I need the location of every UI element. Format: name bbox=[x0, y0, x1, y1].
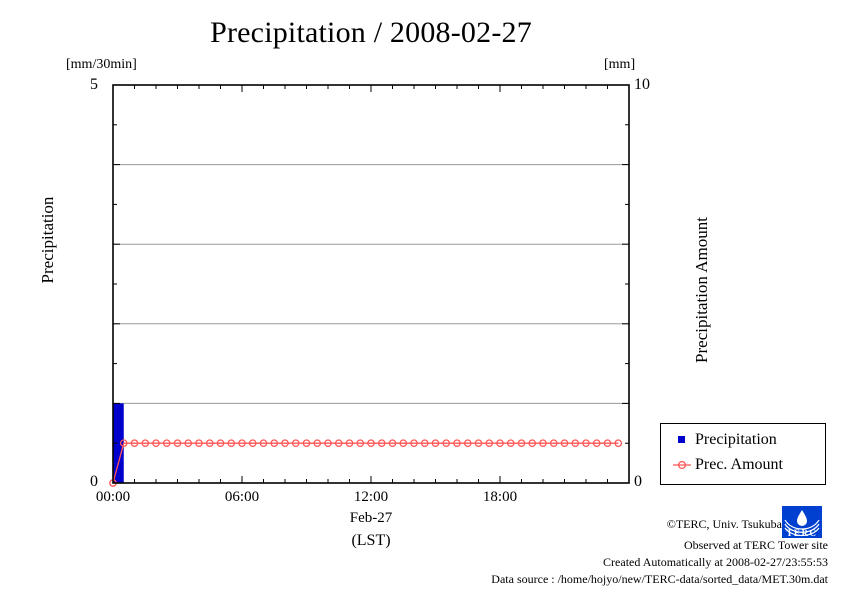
x-axis-tick-label: 00:00 bbox=[95, 489, 131, 505]
x-axis-tick-label: 12:00 bbox=[353, 489, 389, 505]
x-axis-date-label: Feb-27 bbox=[349, 510, 393, 526]
data-point-prec-amount bbox=[463, 439, 472, 448]
bar-precipitation bbox=[113, 403, 124, 483]
data-point-prec-amount bbox=[302, 439, 311, 448]
legend-square-icon bbox=[671, 432, 693, 448]
data-point-prec-amount bbox=[453, 439, 461, 448]
left-axis-tick-max: 5 bbox=[90, 76, 98, 93]
legend-item-prec-amount: Prec. Amount bbox=[671, 453, 783, 477]
data-point-prec-amount bbox=[560, 439, 569, 448]
right-axis-tick-max: 10 bbox=[634, 76, 650, 93]
x-axis-tick-label: 18:00 bbox=[482, 489, 518, 505]
data-point-prec-amount bbox=[281, 439, 289, 448]
x-axis-tick-label: 06:00 bbox=[224, 489, 260, 505]
data-point-prec-amount bbox=[119, 439, 128, 448]
data-point-prec-amount bbox=[571, 439, 580, 448]
data-point-prec-amount bbox=[313, 439, 322, 448]
data-point-prec-amount bbox=[162, 439, 171, 448]
data-point-prec-amount bbox=[130, 439, 139, 448]
data-point-prec-amount bbox=[184, 439, 193, 448]
data-point-prec-amount bbox=[528, 439, 537, 448]
right-axis-unit: [mm] bbox=[604, 57, 636, 72]
data-point-prec-amount bbox=[474, 439, 483, 448]
data-point-prec-amount bbox=[603, 439, 612, 448]
left-axis-tick-min: 0 bbox=[90, 473, 98, 490]
data-point-prec-amount bbox=[496, 439, 504, 448]
line-prec-amount bbox=[112, 442, 619, 484]
data-point-prec-amount bbox=[259, 439, 268, 448]
data-point-prec-amount bbox=[238, 439, 246, 448]
data-point-prec-amount bbox=[141, 439, 150, 448]
data-point-prec-amount bbox=[216, 439, 225, 448]
data-point-prec-amount bbox=[367, 439, 375, 448]
data-point-prec-amount bbox=[227, 439, 236, 448]
data-point-prec-amount bbox=[291, 439, 300, 448]
data-point-prec-amount bbox=[431, 439, 440, 448]
data-point-prec-amount bbox=[506, 439, 515, 448]
data-point-prec-amount bbox=[539, 439, 547, 448]
data-point-prec-amount bbox=[377, 439, 386, 448]
data-point-prec-amount bbox=[356, 439, 365, 448]
data-point-prec-amount bbox=[173, 439, 182, 448]
data-point-prec-amount bbox=[334, 439, 343, 448]
data-point-prec-amount bbox=[248, 439, 257, 448]
data-point-prec-amount bbox=[410, 439, 418, 448]
data-point-prec-amount bbox=[324, 439, 332, 448]
credit-copyright: ©TERC, Univ. Tsukuba bbox=[666, 517, 782, 531]
page-title: Precipitation / 2008-02-27 bbox=[210, 16, 532, 49]
legend: Precipitation Prec. Amount bbox=[660, 423, 826, 485]
right-axis-tick-min: 0 bbox=[634, 473, 642, 490]
data-point-prec-amount bbox=[270, 439, 279, 448]
x-axis-timezone-label: (LST) bbox=[351, 532, 391, 549]
data-point-prec-amount bbox=[152, 439, 160, 448]
data-point-prec-amount bbox=[442, 439, 451, 448]
legend-label-prec-amount: Prec. Amount bbox=[695, 456, 783, 473]
data-point-prec-amount bbox=[582, 439, 590, 448]
data-point-prec-amount bbox=[517, 439, 526, 448]
data-point-prec-amount bbox=[549, 439, 558, 448]
data-point-prec-amount bbox=[195, 439, 203, 448]
data-point-prec-amount bbox=[614, 439, 623, 448]
credit-observation-site: Observed at TERC Tower site bbox=[683, 538, 828, 552]
data-point-prec-amount bbox=[420, 439, 429, 448]
left-axis-unit: [mm/30min] bbox=[66, 57, 137, 72]
data-point-prec-amount bbox=[345, 439, 354, 448]
terc-logo: TERC bbox=[782, 506, 822, 538]
data-point-prec-amount bbox=[485, 439, 494, 448]
svg-text:TERC: TERC bbox=[786, 528, 817, 538]
data-point-prec-amount bbox=[388, 439, 397, 448]
credit-created-timestamp: Created Automatically at 2008-02-27/23:5… bbox=[603, 555, 828, 569]
data-point-prec-amount bbox=[592, 439, 601, 448]
legend-circle-line-icon bbox=[671, 457, 693, 473]
data-point-prec-amount bbox=[399, 439, 408, 448]
legend-item-precipitation: Precipitation bbox=[671, 428, 777, 452]
credit-data-source: Data source : /home/hojyo/new/TERC-data/… bbox=[491, 572, 828, 586]
legend-label-precipitation: Precipitation bbox=[695, 431, 777, 448]
plot-frame bbox=[112, 84, 630, 484]
data-point-prec-amount bbox=[205, 439, 214, 448]
